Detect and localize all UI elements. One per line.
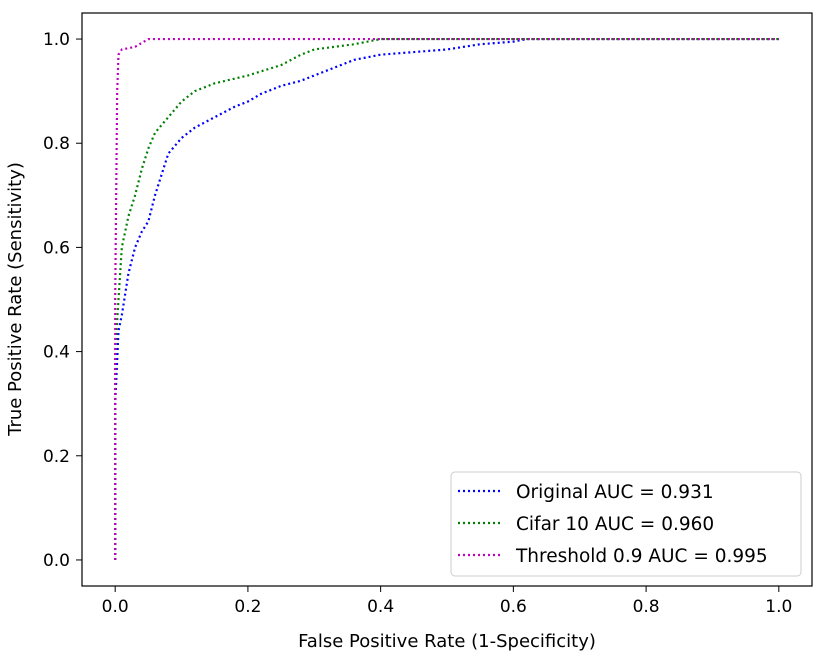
legend: Original AUC = 0.931 Cifar 10 AUC = 0.960… [450,471,802,577]
y-axis-ticks: 0.0 0.2 0.4 0.6 0.8 1.0 [43,30,82,571]
y-tick-label: 0.2 [43,447,70,467]
x-tick-label: 0.4 [367,597,394,617]
y-tick-label: 0.6 [43,238,70,258]
series-layer [114,37,779,560]
legend-label-1: Original AUC = 0.931 [516,482,714,503]
y-axis-label: True Positive Rate (Sensitivity) [5,162,26,437]
y-tick-label: 0.4 [43,343,70,363]
y-tick-label: 0.8 [43,134,70,154]
y-tick-label: 0.0 [43,551,70,571]
series-line-2 [114,37,779,560]
y-tick-label: 1.0 [43,30,70,50]
legend-entries: Original AUC = 0.931 Cifar 10 AUC = 0.960… [458,482,768,567]
x-tick-label: 0.8 [633,597,660,617]
series-line-1 [114,37,779,560]
x-tick-label: 0.0 [102,597,129,617]
legend-label-3: Threshold 0.9 AUC = 0.995 [515,546,768,567]
x-axis-label: False Positive Rate (1-Specificity) [298,631,596,652]
legend-label-2: Cifar 10 AUC = 0.960 [516,514,714,535]
x-axis-ticks: 0.0 0.2 0.4 0.6 0.8 1.0 [102,586,792,617]
x-tick-label: 0.2 [234,597,261,617]
x-tick-label: 1.0 [765,597,792,617]
series-line-3 [114,37,779,560]
legend-box [450,471,802,577]
plot-frame [81,12,813,587]
x-tick-label: 0.6 [500,597,527,617]
